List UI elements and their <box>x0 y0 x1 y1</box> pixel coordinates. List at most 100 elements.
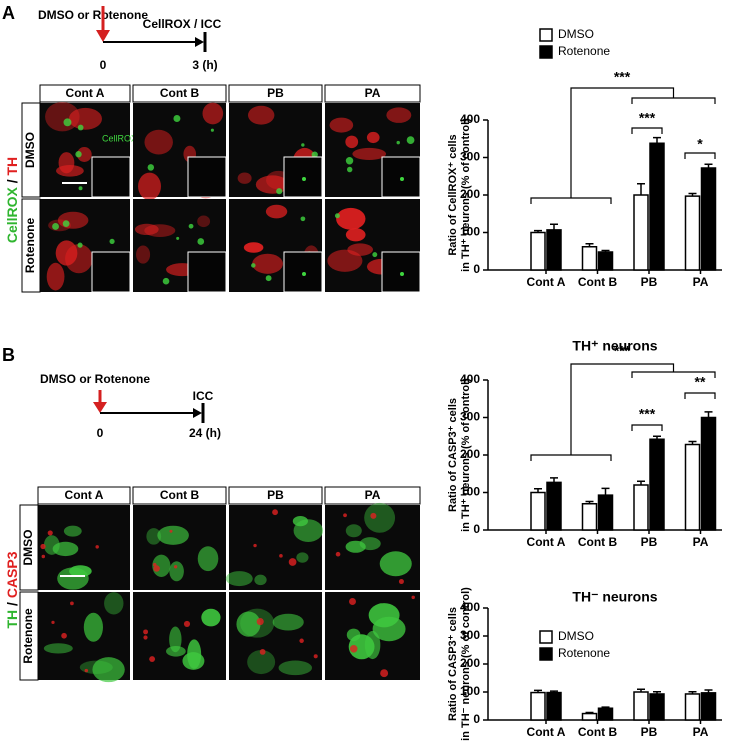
puncta <box>301 143 305 147</box>
y-tick-label: 0 <box>473 522 480 536</box>
puncta <box>109 238 115 245</box>
puncta <box>75 151 82 158</box>
cell <box>372 616 406 642</box>
chart-title: TH⁺ neurons <box>572 338 657 354</box>
column-header-box <box>228 84 323 103</box>
puncta <box>253 543 257 548</box>
cell <box>379 551 412 577</box>
error-bar <box>637 183 645 195</box>
y-axis-label: Ratio of CASP3⁺ cells <box>447 607 459 721</box>
error-bar <box>550 477 558 483</box>
error-bar <box>653 136 661 144</box>
bar <box>530 231 546 271</box>
y-axis-label: in TH⁺ neurons (% of control) <box>460 378 472 532</box>
x-tick-label: PB <box>641 725 658 739</box>
error-bar <box>550 690 558 693</box>
puncta <box>47 530 53 536</box>
puncta <box>400 177 404 181</box>
bar <box>700 416 717 531</box>
error-bar <box>534 229 542 233</box>
error-bar <box>585 500 594 504</box>
puncta <box>143 629 149 635</box>
cell <box>364 502 396 533</box>
column-header: Cont A <box>65 488 104 502</box>
puncta <box>153 565 160 572</box>
x-tick-label: Cont B <box>578 725 618 739</box>
puncta <box>400 272 404 276</box>
cell <box>254 574 267 586</box>
puncta <box>84 668 89 673</box>
bar <box>597 494 614 531</box>
stain: TH <box>4 610 20 629</box>
puncta <box>77 242 83 248</box>
puncta <box>302 177 306 181</box>
bar <box>581 712 598 721</box>
significance-bracket <box>684 152 716 159</box>
puncta <box>183 620 191 627</box>
puncta <box>256 617 264 626</box>
puncta <box>288 558 297 566</box>
y-tick-label: 100 <box>460 225 480 239</box>
puncta <box>51 620 55 625</box>
cell <box>347 243 373 256</box>
bar <box>684 693 701 721</box>
y-axis-label: in TH⁺ neurons (% of control) <box>460 118 472 272</box>
y-tick-label: 0 <box>473 262 480 276</box>
error-bar <box>704 689 713 693</box>
cell <box>76 147 92 162</box>
inset-label: CellROX <box>102 133 137 143</box>
cell <box>182 652 205 670</box>
puncta <box>162 277 170 285</box>
y-tick-label: 0 <box>473 712 480 726</box>
puncta <box>276 188 283 195</box>
cell <box>45 102 80 132</box>
puncta <box>343 513 347 518</box>
cell <box>197 215 211 228</box>
cell <box>236 611 261 637</box>
cell <box>68 107 102 130</box>
cell <box>169 626 182 653</box>
bar <box>581 503 598 531</box>
stain-label: CellROX / TH <box>4 157 20 243</box>
cell <box>237 172 252 184</box>
x-tick-label: PA <box>693 725 709 739</box>
puncta <box>210 128 214 132</box>
significance-label: * <box>697 136 703 152</box>
cell <box>243 242 264 253</box>
cell <box>63 525 82 537</box>
y-tick-label: 300 <box>460 150 480 164</box>
significance-label: *** <box>614 343 631 359</box>
bar <box>597 251 614 271</box>
significance-bracket <box>631 424 663 431</box>
bar <box>546 229 562 271</box>
bar <box>633 194 649 271</box>
puncta <box>259 648 266 655</box>
y-tick-label: 200 <box>460 187 480 201</box>
puncta <box>63 118 72 127</box>
significance-label: ** <box>695 374 706 390</box>
y-tick-label: 400 <box>460 600 480 614</box>
cell <box>278 660 313 676</box>
row-label-box <box>21 198 41 293</box>
puncta <box>52 223 59 230</box>
cell <box>292 515 308 527</box>
bar <box>649 438 665 531</box>
row-label: Rotenone <box>23 218 37 274</box>
column-header-box <box>324 486 421 505</box>
y-tick-label: 200 <box>460 656 480 670</box>
puncta <box>143 635 148 640</box>
legend-label: Rotenone <box>558 44 610 58</box>
cell <box>327 249 363 272</box>
inset <box>283 156 323 198</box>
puncta <box>334 213 340 219</box>
inset <box>381 156 421 198</box>
chart-title: TH⁻ neurons <box>572 589 657 605</box>
puncta <box>313 654 318 659</box>
cell <box>52 541 79 557</box>
error-bar <box>637 480 645 485</box>
puncta <box>61 632 67 639</box>
cell <box>348 634 375 660</box>
puncta <box>396 140 400 145</box>
cell <box>345 524 362 538</box>
timeline-treatment: DMSO or Rotenone <box>40 372 150 386</box>
